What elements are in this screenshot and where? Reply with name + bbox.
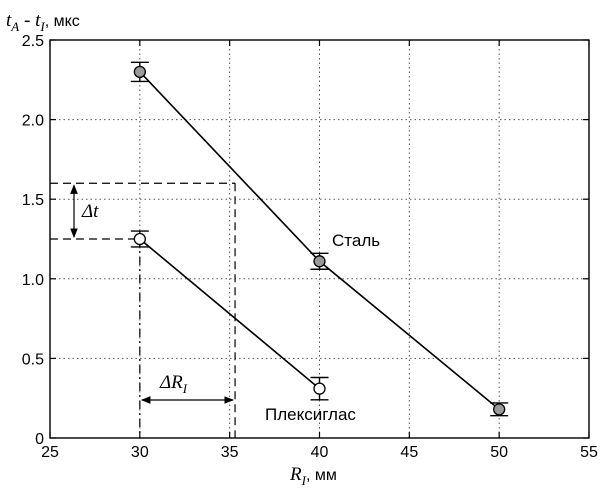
x-tick-label: 40 <box>311 444 329 461</box>
delta-t-label: Δt <box>81 201 99 222</box>
series-0 <box>130 61 509 417</box>
y-axis-title: tA - tI, мкс <box>6 10 80 34</box>
y-tick-label: 2.5 <box>22 33 44 50</box>
data-point <box>133 65 146 78</box>
x-tick-label: 45 <box>400 444 418 461</box>
x-axis-title: RI, мм <box>289 464 337 488</box>
y-tick-label: 1.0 <box>22 272 44 289</box>
series-label-plexiglass: Плексиглас <box>265 405 356 424</box>
annotations: Δt ΔRI <box>50 182 236 438</box>
x-tick-label: 25 <box>41 444 59 461</box>
data-point <box>313 255 326 268</box>
ticks: 25 30 35 40 45 50 55 0 0.5 1.0 1.5 2.0 2.5 <box>22 33 598 461</box>
delta-r-label: ΔRI <box>159 372 188 396</box>
series-1 <box>130 230 329 401</box>
y-tick-label: 0 <box>35 431 44 448</box>
data-point <box>133 232 146 246</box>
series-line <box>139 238 321 390</box>
x-tick-label: 50 <box>490 444 508 461</box>
series-label-steel: Сталь <box>332 231 380 250</box>
data-point <box>313 382 326 395</box>
y-tick-label: 2.0 <box>22 113 44 130</box>
y-tick-label: 0.5 <box>22 351 44 368</box>
data-point <box>493 403 506 416</box>
y-tick-label: 1.5 <box>22 192 44 209</box>
x-tick-label: 55 <box>580 444 598 461</box>
x-tick-label: 30 <box>131 444 149 461</box>
x-tick-label: 35 <box>221 444 239 461</box>
